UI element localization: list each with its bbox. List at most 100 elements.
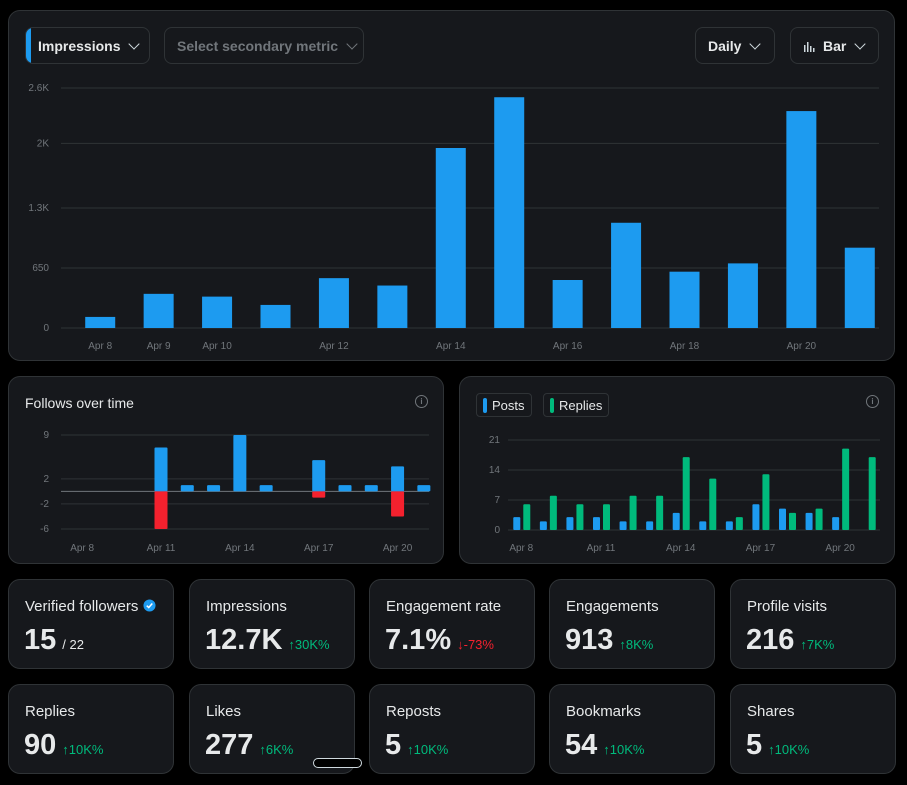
x-tick-label: Apr 16 <box>553 341 583 352</box>
bar <box>611 222 642 328</box>
posts-bar <box>513 517 521 530</box>
follows-bar <box>207 485 221 492</box>
x-tick-label: Apr 11 <box>587 543 616 554</box>
stat-card-delta: ↑6K% <box>259 742 294 757</box>
unfollows-bar <box>312 491 326 498</box>
bar <box>844 247 875 328</box>
y-tick-label: 7 <box>494 495 500 506</box>
posts-bar <box>566 517 574 530</box>
stat-card-value-row: 216 ↑7K% <box>746 624 834 657</box>
stat-card-delta: ↑10K% <box>603 742 645 757</box>
y-tick-label: -2 <box>40 499 49 510</box>
bar <box>202 296 233 328</box>
info-icon[interactable]: i <box>415 395 428 408</box>
bar <box>669 271 700 328</box>
stat-card-delta: ↑8K% <box>619 637 654 652</box>
stat-card-value-row: 5 ↑10K% <box>746 729 809 762</box>
posts-bar <box>646 521 654 530</box>
replies-bar <box>629 495 637 530</box>
y-tick-label: 2 <box>43 474 49 485</box>
stat-card[interactable]: Reposts 5 ↑10K% <box>369 684 535 774</box>
stat-card-title: Impressions <box>206 598 287 615</box>
follows-panel: Follows over time i -6 -2 2 9 Apr 8 Apr 11 Apr… <box>8 376 444 564</box>
x-tick-label: Apr 10 <box>202 341 232 352</box>
stat-card[interactable]: Verified followers 15 / 22 <box>8 579 174 669</box>
stat-card[interactable]: Replies 90 ↑10K% <box>8 684 174 774</box>
x-tick-label: Apr 8 <box>509 543 533 554</box>
stat-card-title: Likes <box>206 703 242 720</box>
x-tick-label: Apr 14 <box>436 341 466 352</box>
y-tick-label: -6 <box>40 524 49 535</box>
stat-card[interactable]: Engagement rate 7.1% ↓-73% <box>369 579 535 669</box>
stat-card-delta: ↑10K% <box>62 742 104 757</box>
chart-type-label: Bar <box>823 37 847 54</box>
y-tick-label: 9 <box>43 430 49 441</box>
stat-card-title-row: Shares <box>747 703 795 720</box>
x-tick-label: Apr 9 <box>147 341 171 352</box>
replies-bar <box>815 508 823 530</box>
bar <box>494 97 525 328</box>
stat-card-title-row: Impressions <box>206 598 287 615</box>
stat-card-value-row: 15 / 22 <box>24 624 84 657</box>
chart-type-dropdown[interactable]: Bar <box>790 27 879 64</box>
x-tick-label: Apr 12 <box>319 341 349 352</box>
legend-replies[interactable]: Replies <box>543 393 610 417</box>
stat-card-value: 12.7K <box>205 624 283 656</box>
x-tick-label: Apr 18 <box>670 341 700 352</box>
stat-card-value: 5 <box>746 729 763 761</box>
stat-card-title-row: Profile visits <box>747 598 827 615</box>
bar <box>552 280 583 328</box>
y-tick-label: 14 <box>489 465 501 476</box>
x-tick-label: Apr 8 <box>70 543 94 554</box>
legend-replies-label: Replies <box>559 397 603 413</box>
stat-card-value: 90 <box>24 729 57 761</box>
interval-dropdown[interactable]: Daily <box>695 27 775 64</box>
stat-card-title: Engagements <box>566 598 659 615</box>
replies-bar <box>762 474 770 530</box>
posts-bar <box>619 521 627 530</box>
scroll-handle[interactable] <box>313 758 362 768</box>
posts-replies-bar-chart: 0 7 14 21 Apr 8 Apr 11 Apr 14 Apr 17 Apr 20 <box>489 435 880 554</box>
stat-card-title-row: Likes <box>206 703 241 720</box>
replies-bar <box>549 495 557 530</box>
chevron-down-icon <box>346 37 358 50</box>
legend-posts-label: Posts <box>492 397 525 413</box>
x-tick-label: Apr 20 <box>787 341 817 352</box>
x-tick-label: Apr 11 <box>147 543 176 554</box>
follows-bar <box>259 485 273 492</box>
stat-card-value: 216 <box>746 624 795 656</box>
replies-bar <box>789 512 796 530</box>
stat-card-value-row: 7.1% ↓-73% <box>385 624 494 657</box>
x-tick-label: Apr 14 <box>666 543 696 554</box>
stat-card-value: 15 <box>24 624 57 656</box>
unfollows-bar <box>391 491 405 517</box>
stat-card[interactable]: Shares 5 ↑10K% <box>730 684 896 774</box>
stat-card[interactable]: Engagements 913 ↑8K% <box>549 579 715 669</box>
follows-bar <box>180 485 194 492</box>
follows-bar <box>391 466 405 492</box>
stat-card-value-row: 90 ↑10K% <box>24 729 103 762</box>
legend-posts[interactable]: Posts <box>476 393 532 417</box>
info-icon[interactable]: i <box>866 395 879 408</box>
follows-bar <box>364 485 378 492</box>
secondary-metric-dropdown[interactable]: Select secondary metric <box>164 27 364 64</box>
posts-bar <box>779 508 786 530</box>
posts-bar <box>593 517 600 530</box>
bar <box>260 304 291 328</box>
primary-metric-dropdown[interactable]: Impressions <box>25 27 150 64</box>
primary-metric-label: Impressions <box>38 37 121 54</box>
stat-card[interactable]: Bookmarks 54 ↑10K% <box>549 684 715 774</box>
stat-card-title-row: Bookmarks <box>566 703 641 720</box>
posts-swatch <box>483 397 487 413</box>
stat-card-delta: ↑7K% <box>800 637 835 652</box>
stat-card-value: 7.1% <box>385 624 452 656</box>
stat-card[interactable]: Profile visits 216 ↑7K% <box>730 579 896 669</box>
stat-card-sub: / 22 <box>62 637 84 652</box>
follows-bar-chart: -6 -2 2 9 Apr 8 Apr 11 Apr 14 Apr 17 Apr 20 <box>40 430 431 554</box>
stat-card-title: Profile visits <box>747 598 828 615</box>
stat-card-title: Verified followers <box>25 598 139 615</box>
follows-bar <box>154 447 168 492</box>
stat-card[interactable]: Impressions 12.7K ↑30K% <box>189 579 355 669</box>
replies-bar <box>709 478 717 530</box>
posts-replies-panel: Posts Replies i 0 7 14 21 Apr 8 Apr 11 Apr 14 A… <box>459 376 895 564</box>
